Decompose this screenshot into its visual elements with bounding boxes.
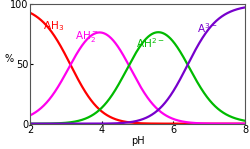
Text: $\mathrm{AH_2^-}$: $\mathrm{AH_2^-}$ [75, 29, 98, 44]
Text: $\mathrm{A^{3-}}$: $\mathrm{A^{3-}}$ [196, 21, 217, 35]
X-axis label: pH: pH [131, 136, 144, 146]
Text: $\mathrm{AH^{2-}}$: $\mathrm{AH^{2-}}$ [136, 36, 164, 49]
Text: $\mathrm{AH_3}$: $\mathrm{AH_3}$ [42, 19, 64, 33]
Y-axis label: %: % [4, 54, 14, 64]
